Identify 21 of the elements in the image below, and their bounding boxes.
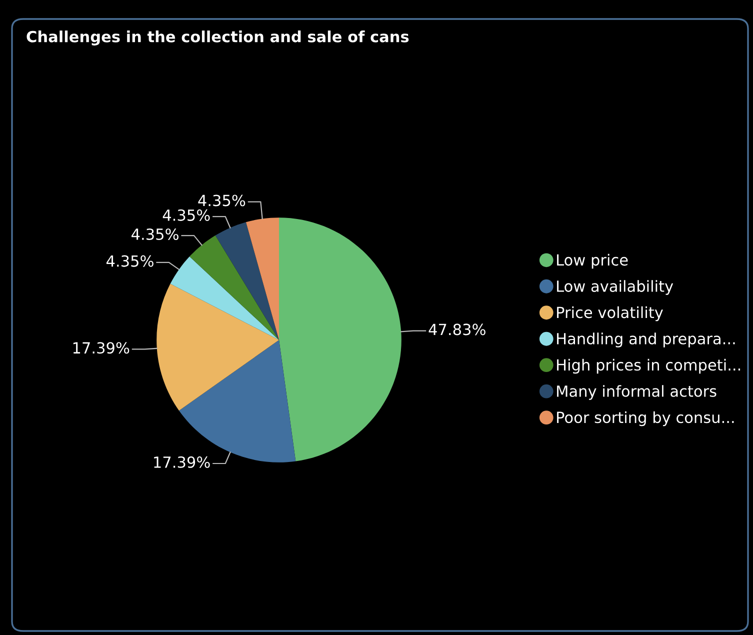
legend-label: Price volatility [557, 306, 663, 322]
pie-slice [215, 222, 279, 340]
data-label: 47.83% [428, 324, 486, 336]
data-label: 17.39% [73, 342, 130, 354]
pie-slice [246, 218, 279, 340]
legend-label: High prices in competi... [557, 358, 740, 374]
chart-title: Challenges in the collection and sale of cans [26, 30, 409, 46]
legend-label: Low availability [557, 280, 674, 295]
pie-slice [190, 235, 279, 340]
pie-slice [279, 218, 402, 462]
legend-label: Low price [557, 254, 628, 269]
data-label: 17.39% [154, 456, 210, 468]
legend-label: Many informal actors [557, 385, 716, 400]
pie-slice [170, 256, 279, 340]
data-label: 4.35% [106, 255, 154, 267]
data-label: 4.35% [132, 228, 178, 240]
legend-label: Poor sorting by consu... [557, 411, 734, 426]
data-label: 4.35% [198, 194, 246, 206]
data-label: 4.35% [162, 209, 210, 221]
pie-slice [156, 284, 279, 411]
legend-label: Handling and prepara... [557, 332, 735, 348]
